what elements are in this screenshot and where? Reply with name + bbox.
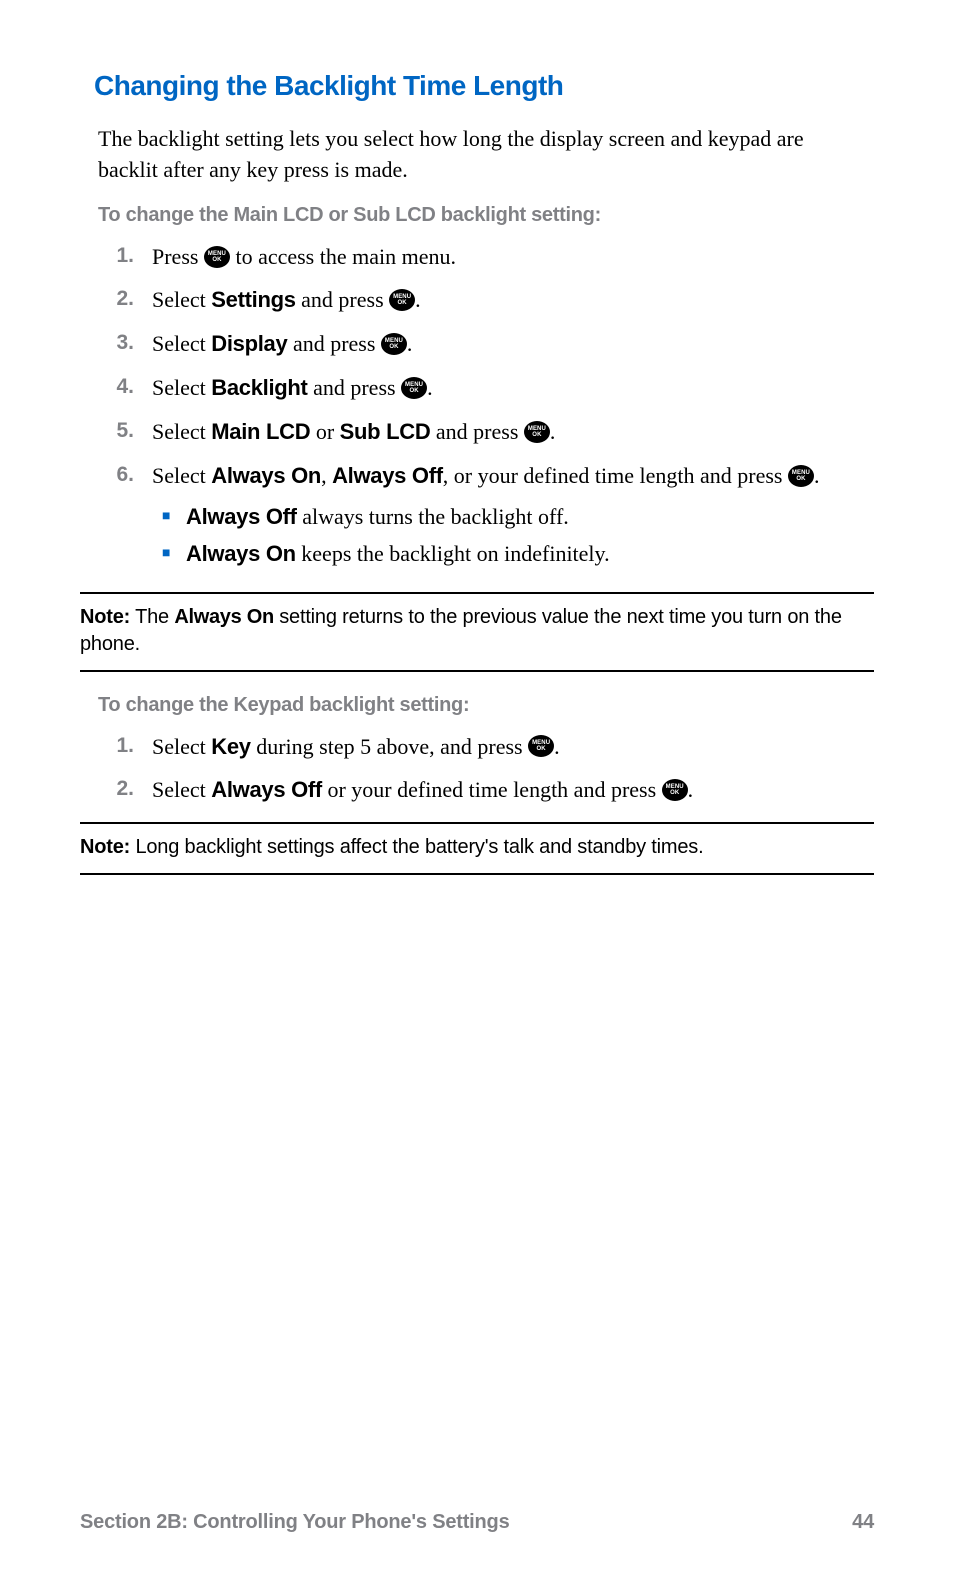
page-footer: Section 2B: Controlling Your Phone's Set… [80,1511,874,1534]
menu-ok-icon: MENUOK [788,465,814,487]
menu-ok-icon: MENUOK [528,735,554,757]
step-item: 1. Press MENUOK to access the main menu. [98,241,856,273]
step-body: Select Always Off or your defined time l… [152,774,856,806]
step-number: 2. [98,284,152,314]
note-box-1: Note: The Always On setting returns to t… [80,592,874,672]
sub-bullet-item: ■ Always Off always turns the backlight … [152,502,856,533]
steps-list-2: 1. Select Key during step 5 above, and p… [98,731,856,807]
note-box-2: Note: Long backlight settings affect the… [80,822,874,875]
step-item: 1. Select Key during step 5 above, and p… [98,731,856,763]
square-bullet-icon: ■ [152,539,186,569]
step-number: 2. [98,774,152,804]
menu-ok-icon: MENUOK [401,377,427,399]
step-number: 1. [98,731,152,761]
footer-page-number: 44 [852,1511,874,1534]
note-label: Note: [80,606,130,628]
intro-paragraph: The backlight setting lets you select ho… [98,124,856,186]
section-heading: Changing the Backlight Time Length [94,70,874,102]
sub-bullet-list: ■ Always Off always turns the backlight … [152,502,856,570]
step-item: 4. Select Backlight and press MENUOK. [98,372,856,404]
menu-ok-icon: MENUOK [381,333,407,355]
procedure-subhead-1: To change the Main LCD or Sub LCD backli… [98,204,856,227]
step-number: 5. [98,416,152,446]
step-item: 6. Select Always On, Always Off, or your… [98,460,856,575]
step-body: Select Always On, Always Off, or your de… [152,460,856,575]
steps-list-1: 1. Press MENUOK to access the main menu.… [98,241,856,576]
menu-ok-icon: MENUOK [524,421,550,443]
step-item: 5. Select Main LCD or Sub LCD and press … [98,416,856,448]
menu-ok-icon: MENUOK [204,246,230,268]
square-bullet-icon: ■ [152,502,186,532]
step-number: 4. [98,372,152,402]
step-body: Select Backlight and press MENUOK. [152,372,856,404]
step-number: 6. [98,460,152,490]
step-item: 2. Select Settings and press MENUOK. [98,284,856,316]
step-body: Select Display and press MENUOK. [152,328,856,360]
footer-section-label: Section 2B: Controlling Your Phone's Set… [80,1511,510,1534]
menu-ok-icon: MENUOK [389,289,415,311]
step-body: Press MENUOK to access the main menu. [152,241,856,273]
sub-bullet-item: ■ Always On keeps the backlight on indef… [152,539,856,570]
step-body: Select Main LCD or Sub LCD and press MEN… [152,416,856,448]
step-item: 2. Select Always Off or your defined tim… [98,774,856,806]
step-body: Select Key during step 5 above, and pres… [152,731,856,763]
step-number: 3. [98,328,152,358]
step-item: 3. Select Display and press MENUOK. [98,328,856,360]
menu-ok-icon: MENUOK [662,779,688,801]
step-body: Select Settings and press MENUOK. [152,284,856,316]
note-label: Note: [80,836,130,858]
procedure-subhead-2: To change the Keypad backlight setting: [98,694,856,717]
step-number: 1. [98,241,152,271]
